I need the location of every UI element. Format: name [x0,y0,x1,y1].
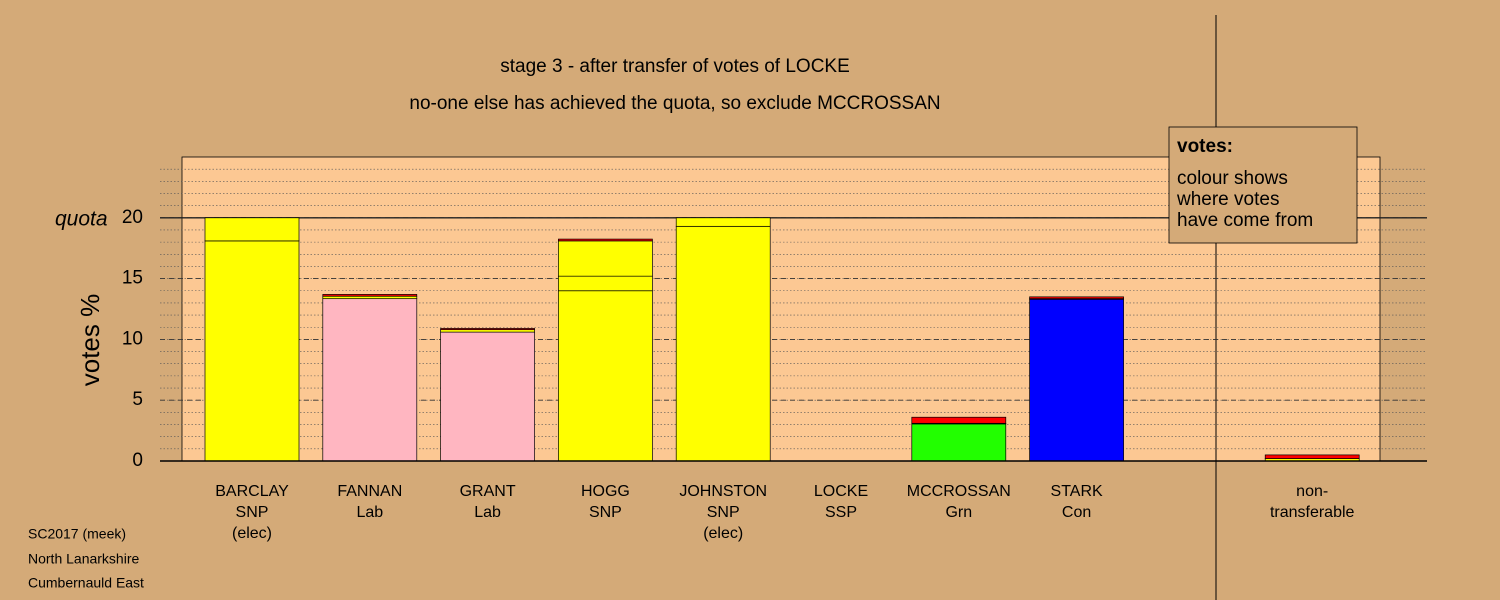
legend-text: colour shows [1177,168,1288,189]
bar-segment [675,217,771,227]
bar-segment [1029,296,1124,300]
y-axis-label: votes % [75,294,105,387]
bar-segment [675,225,771,462]
bar-segment [558,290,653,462]
bar-segment [911,416,1007,424]
bar-segment [558,238,653,242]
x-tick-label: non- [1296,483,1328,500]
legend-title: votes: [1177,136,1233,157]
legend-text: have come from [1177,210,1313,231]
legend-box [1168,126,1358,244]
x-tick-label: LOCKE [814,483,868,500]
y-tick-label: 5 [132,389,143,410]
bar-segment [440,329,535,333]
x-tick-label: SSP [825,504,857,521]
bar-segment [911,423,1007,462]
y-tick-label: 0 [132,450,143,471]
bar-segment [322,298,418,462]
bar-segment [322,294,418,297]
x-tick-label: SNP [707,504,740,521]
y-tick-label: 10 [122,328,143,349]
y-tick-label: 15 [122,268,143,289]
x-tick-label: JOHNSTON [679,483,767,500]
x-tick-label: BARCLAY [215,483,289,500]
bar-segment [1029,298,1124,462]
x-tick-label: Lab [356,504,383,521]
plot: 0 5 10 15 20 quota BARCLAY SNP (elec) FANNAN Lab GR… [55,168,1427,542]
bar-segment [204,240,300,462]
quota-label: quota [55,207,108,230]
chart-title: stage 3 - after transfer of votes of LOC… [500,56,850,77]
x-tick-label: GRANT [460,483,516,500]
bar-segment [440,331,535,462]
x-tick-label: transferable [1270,504,1355,521]
x-tick-label: HOGG [581,483,630,500]
footer-text: Cumbernauld East [28,575,144,591]
x-tick-label: (elec) [703,525,743,542]
y-tick-label: 20 [122,207,143,228]
x-tick-label: Grn [945,504,972,521]
footer-text: SC2017 (meek) [28,526,126,542]
bar-segment [1264,454,1360,459]
x-tick-label: FANNAN [337,483,402,500]
bar-segment [440,328,535,331]
x-tick-label: Con [1062,504,1091,521]
chart-subtitle: no-one else has achieved the quota, so e… [409,93,940,114]
footer-text: North Lanarkshire [28,551,139,567]
x-tick-label: MCCROSSAN [907,483,1011,500]
legend-text: where votes [1176,189,1279,210]
bar-segment [558,240,653,277]
x-tick-label: STARK [1051,483,1103,500]
bar-segment [558,275,653,292]
bar-segment [322,295,418,300]
x-tick-label: SNP [589,504,622,521]
x-tick-label: (elec) [232,525,272,542]
x-tick-label: SNP [236,504,269,521]
bar-segment [204,217,300,242]
x-tick-label: Lab [474,504,501,521]
